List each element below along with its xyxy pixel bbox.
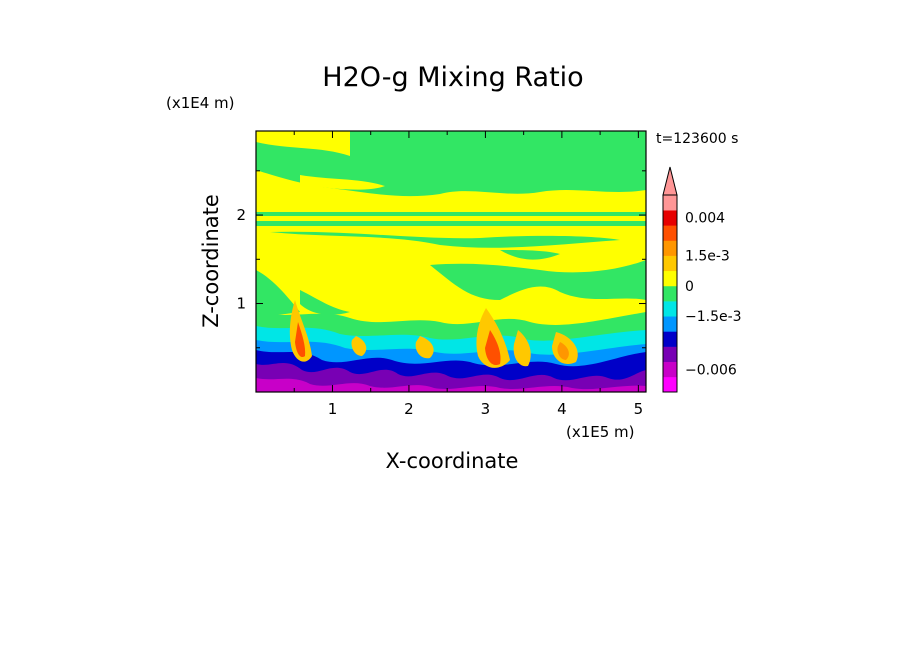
x-tick-label: 5: [634, 400, 644, 418]
x-tick-label: 4: [557, 400, 567, 418]
colorbar-band: [663, 270, 677, 287]
colorbar-band: [663, 255, 677, 272]
colorbar-band: [663, 210, 677, 226]
y-unit-label: (x1E4 m): [166, 94, 235, 112]
colorbar-band: [663, 316, 677, 332]
colorbar-band: [663, 225, 677, 241]
colorbar-arrow: [662, 166, 678, 196]
colorbar: 0.004 1.5e-3 0 −1.5e-3 −0.006: [662, 166, 742, 393]
colorbar-band: [663, 301, 677, 317]
colorbar-label: 0: [685, 279, 694, 295]
chart-title: H2O-g Mixing Ratio: [322, 62, 583, 93]
colorbar-label: 0.004: [685, 211, 725, 227]
colorbar-band: [663, 240, 677, 256]
colorbar-band: [663, 195, 677, 211]
x-axis-label: X-coordinate: [386, 449, 519, 473]
y-tick-label: 2: [236, 206, 246, 224]
x-tick-label: 2: [404, 400, 414, 418]
x-tick-label: 3: [481, 400, 491, 418]
time-label: t=123600 s: [656, 131, 738, 147]
colorbar-label: 1.5e-3: [685, 249, 730, 265]
colorbar-label: −0.006: [685, 362, 737, 378]
colorbar-band: [663, 331, 677, 347]
axes: 1 2 3 4 5 1 2: [236, 131, 646, 418]
y-axis-label: Z-coordinate: [199, 194, 223, 328]
colorbar-band: [663, 346, 677, 362]
colorbar-band: [663, 361, 677, 378]
colorbar-frame: [662, 194, 678, 393]
x-unit-label: (x1E5 m): [566, 423, 635, 441]
colorbar-band: [663, 376, 677, 393]
y-tick-label: 1: [236, 295, 246, 313]
contour-field: [256, 131, 646, 392]
plot-frame: [255, 130, 647, 393]
x-tick-label: 1: [328, 400, 338, 418]
colorbar-label: −1.5e-3: [685, 309, 742, 325]
colorbar-band: [663, 285, 677, 302]
